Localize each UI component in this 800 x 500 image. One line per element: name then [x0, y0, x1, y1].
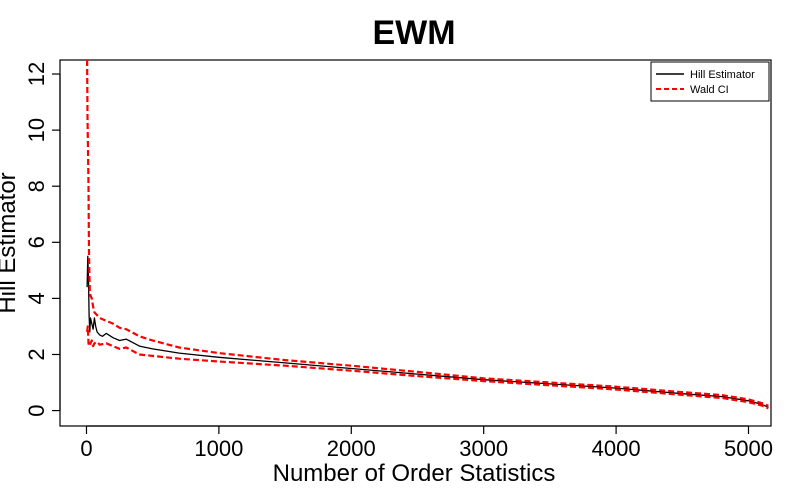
- legend-label-wald-ci: Wald CI: [690, 84, 729, 96]
- chart-title: EWM: [372, 14, 455, 52]
- plot-frame: [59, 59, 772, 427]
- x-tick-label: 2000: [327, 436, 376, 461]
- x-axis-title: Number of Order Statistics: [273, 460, 556, 487]
- x-axis: 0 1000 2000 3000 4000 5000: [80, 425, 773, 461]
- y-tick-label: 10: [24, 118, 49, 142]
- x-tick-label: 5000: [724, 436, 773, 461]
- series-layer: [86, 59, 769, 410]
- legend: Hill Estimator Wald CI: [650, 61, 770, 102]
- y-tick-label: 2: [24, 348, 49, 360]
- legend-label-hill-estimator: Hill Estimator: [690, 69, 755, 81]
- series-hill-estimator: [86, 255, 769, 408]
- x-tick-label: 4000: [592, 436, 641, 461]
- y-tick-label: 0: [24, 404, 49, 416]
- y-axis: 0 2 4 6 8 10 12: [24, 62, 61, 417]
- y-tick-label: 8: [24, 180, 49, 192]
- y-tick-label: 12: [24, 62, 49, 86]
- y-tick-label: 6: [24, 236, 49, 248]
- y-tick-label: 4: [24, 292, 49, 304]
- y-axis-title: Hill Estimator: [0, 172, 21, 313]
- x-tick-label: 3000: [459, 436, 508, 461]
- x-tick-label: 0: [80, 436, 92, 461]
- x-tick-label: 1000: [194, 436, 243, 461]
- series-wald-ci-lower: [86, 325, 769, 410]
- legend-box: [650, 61, 770, 102]
